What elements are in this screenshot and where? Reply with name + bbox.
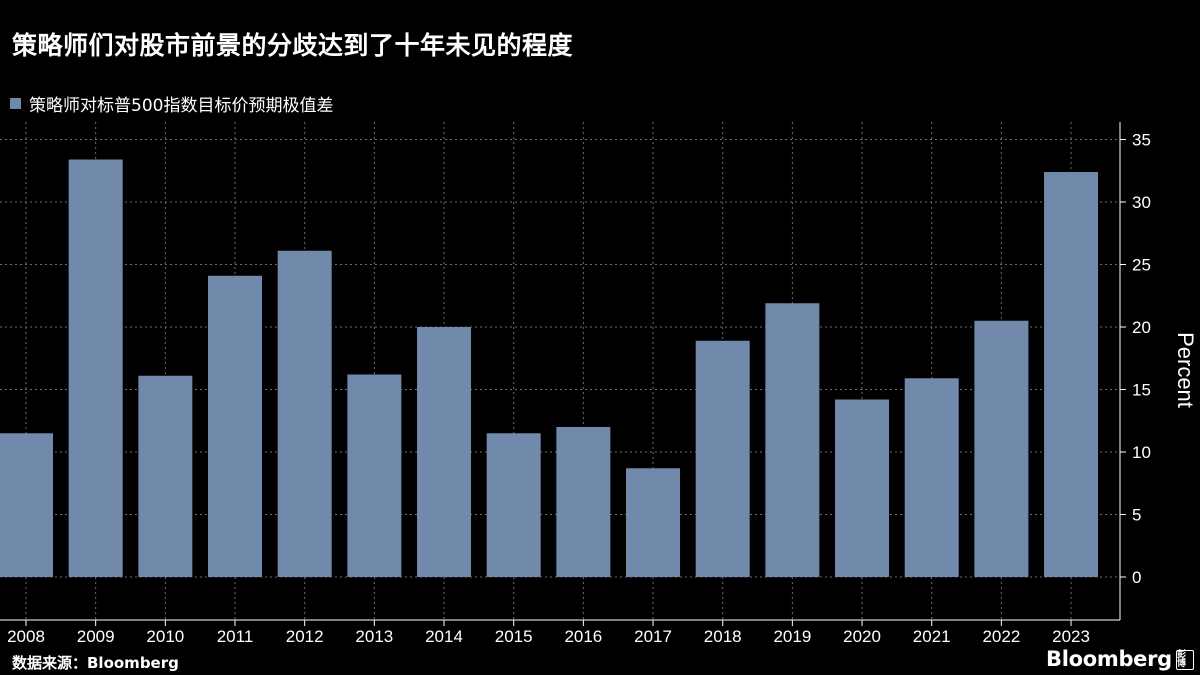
bar-2012 <box>277 250 332 577</box>
source-note: 数据来源：Bloomberg <box>12 654 179 672</box>
x-tick-label: 2023 <box>1052 627 1090 646</box>
bar-2017 <box>626 468 681 577</box>
bar-2020 <box>835 399 890 577</box>
x-tick-label: 2011 <box>217 627 254 646</box>
bloomberg-badge-icon: 彭博 <box>1176 650 1194 670</box>
bar-2021 <box>904 378 959 577</box>
legend-swatch <box>10 98 21 109</box>
y-tick-label: 30 <box>1132 193 1151 212</box>
bar-2016 <box>556 427 611 577</box>
bar-2015 <box>486 433 541 577</box>
x-tick-label: 2017 <box>634 627 672 646</box>
y-axis-label: Percent <box>1173 332 1198 408</box>
x-tick-label: 2014 <box>425 627 463 646</box>
y-tick-label: 15 <box>1132 381 1151 400</box>
chart-title: 策略师们对股市前景的分歧达到了十年未见的程度 <box>12 31 574 60</box>
x-tick-label: 2009 <box>77 627 115 646</box>
x-tick-label: 2020 <box>843 627 881 646</box>
legend-label: 策略师对标普500指数目标价预期极值差 <box>29 96 334 116</box>
bar-2019 <box>765 303 820 577</box>
y-tick-label: 25 <box>1132 256 1151 275</box>
x-tick-label: 2016 <box>564 627 602 646</box>
y-tick-label: 35 <box>1132 131 1151 150</box>
bar-2022 <box>974 320 1029 577</box>
bar-2009 <box>68 159 123 577</box>
y-tick-label: 0 <box>1132 568 1141 587</box>
bloomberg-logo: Bloomberg <box>1046 647 1172 671</box>
x-tick-label: 2021 <box>913 627 951 646</box>
bar-2013 <box>347 374 402 577</box>
x-tick-label: 2019 <box>773 627 811 646</box>
bar-2014 <box>417 327 472 577</box>
x-tick-label: 2018 <box>704 627 742 646</box>
bar-2018 <box>695 340 750 577</box>
y-tick-label: 20 <box>1132 318 1151 337</box>
y-tick-label: 10 <box>1132 443 1151 462</box>
x-tick-label: 2008 <box>7 627 45 646</box>
x-tick-label: 2013 <box>355 627 393 646</box>
legend: 策略师对标普500指数目标价预期极值差 <box>10 91 333 116</box>
x-tick-label: 2010 <box>146 627 184 646</box>
x-tick-label: 2012 <box>286 627 324 646</box>
bar-2008 <box>0 433 53 577</box>
y-tick-label: 5 <box>1132 506 1141 525</box>
x-tick-label: 2022 <box>982 627 1020 646</box>
bar-2011 <box>208 275 263 577</box>
x-tick-label: 2015 <box>495 627 533 646</box>
bar-2010 <box>138 375 193 577</box>
bar-2023 <box>1044 172 1099 577</box>
